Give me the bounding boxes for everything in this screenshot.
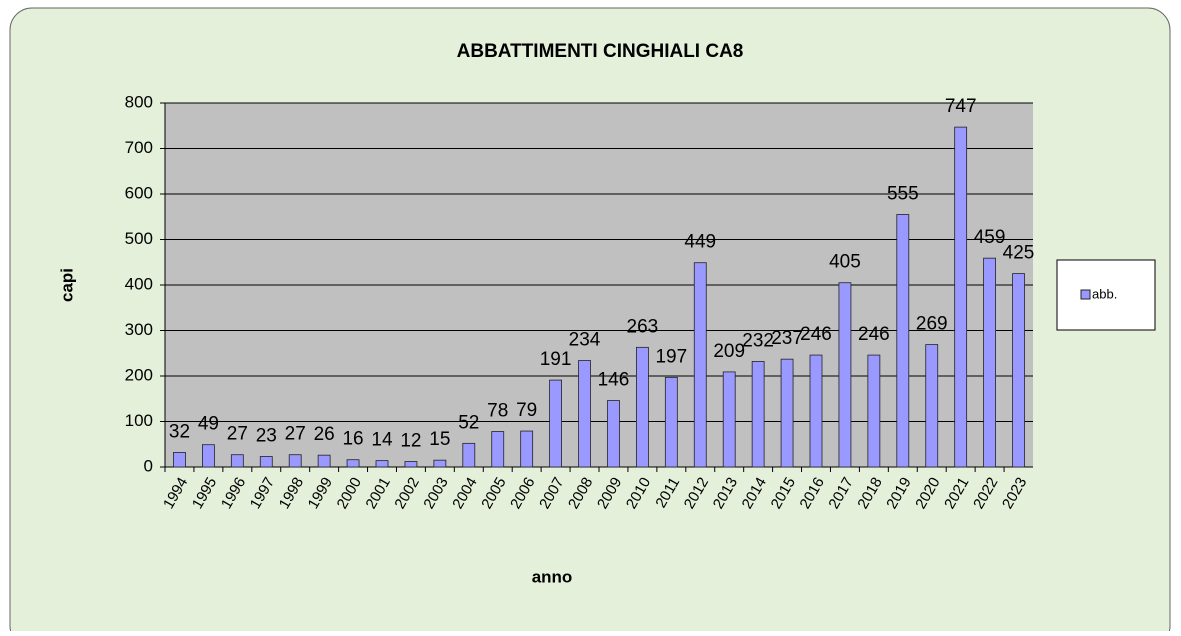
data-label: 32 [169, 421, 190, 442]
bar [983, 257, 996, 468]
y-tick-label: 300 [125, 320, 153, 339]
data-label: 405 [829, 252, 861, 273]
bar [317, 454, 331, 468]
bar [867, 354, 881, 468]
bar [751, 361, 765, 468]
y-tick-label: 200 [125, 365, 153, 384]
y-tick-label: 500 [125, 229, 153, 248]
bar [838, 282, 852, 468]
data-label: 246 [858, 324, 890, 345]
data-label: 263 [627, 316, 659, 337]
data-label: 79 [516, 400, 537, 421]
data-label: 459 [974, 227, 1006, 248]
data-label: 555 [887, 183, 919, 204]
data-label: 16 [342, 429, 363, 450]
y-tick-label: 800 [125, 92, 153, 111]
bar [404, 461, 418, 468]
legend-swatch [1080, 289, 1091, 300]
bar [1012, 273, 1025, 468]
data-label: 246 [800, 324, 832, 345]
bar [954, 126, 968, 468]
bar [520, 430, 534, 468]
data-label: 14 [371, 430, 393, 451]
y-tick-label: 600 [125, 183, 153, 202]
bar [491, 431, 505, 468]
data-label: 747 [945, 96, 977, 117]
bar [201, 444, 215, 468]
data-label: 15 [429, 429, 450, 450]
data-label: 234 [569, 330, 601, 351]
data-label: 52 [458, 412, 479, 433]
bar [578, 360, 591, 468]
data-label: 49 [198, 414, 219, 435]
bar [780, 358, 794, 468]
data-label: 197 [655, 346, 687, 367]
bar [433, 459, 447, 468]
legend-label: abb. [1092, 286, 1117, 301]
bar [288, 454, 302, 468]
y-tick-label: 100 [125, 411, 153, 430]
bar [809, 354, 823, 468]
y-tick-label: 0 [144, 456, 153, 475]
bar [664, 376, 678, 468]
data-label: 191 [540, 349, 572, 370]
bar [375, 460, 389, 468]
data-label: 232 [742, 330, 774, 351]
data-label: 27 [285, 424, 306, 445]
bar [693, 262, 707, 468]
bar [259, 456, 273, 468]
data-label: 27 [227, 424, 248, 445]
bar [607, 400, 620, 468]
bar [462, 442, 476, 468]
bar [230, 454, 244, 468]
data-label: 78 [487, 401, 508, 422]
x-axis-label: anno [532, 567, 573, 586]
y-tick-label: 700 [125, 138, 153, 157]
bar [722, 371, 736, 468]
data-label: 449 [684, 232, 716, 253]
y-axis-label: capi [57, 268, 76, 302]
data-label: 269 [916, 314, 948, 335]
data-label: 23 [256, 426, 277, 447]
data-label: 209 [713, 341, 745, 362]
data-label: 425 [1003, 243, 1035, 264]
bar [346, 459, 360, 468]
data-label: 146 [598, 370, 630, 391]
legend [1056, 259, 1156, 331]
chart-title: ABBATTIMENTI CINGHIALI CA8 [457, 41, 744, 62]
bar [636, 346, 649, 468]
y-tick-label: 400 [125, 274, 153, 293]
data-label: 26 [314, 424, 335, 445]
data-label: 237 [771, 328, 803, 349]
bar [925, 344, 939, 468]
data-label: 12 [400, 431, 421, 452]
bar [896, 214, 910, 468]
bar [173, 452, 186, 468]
bar [549, 379, 562, 468]
